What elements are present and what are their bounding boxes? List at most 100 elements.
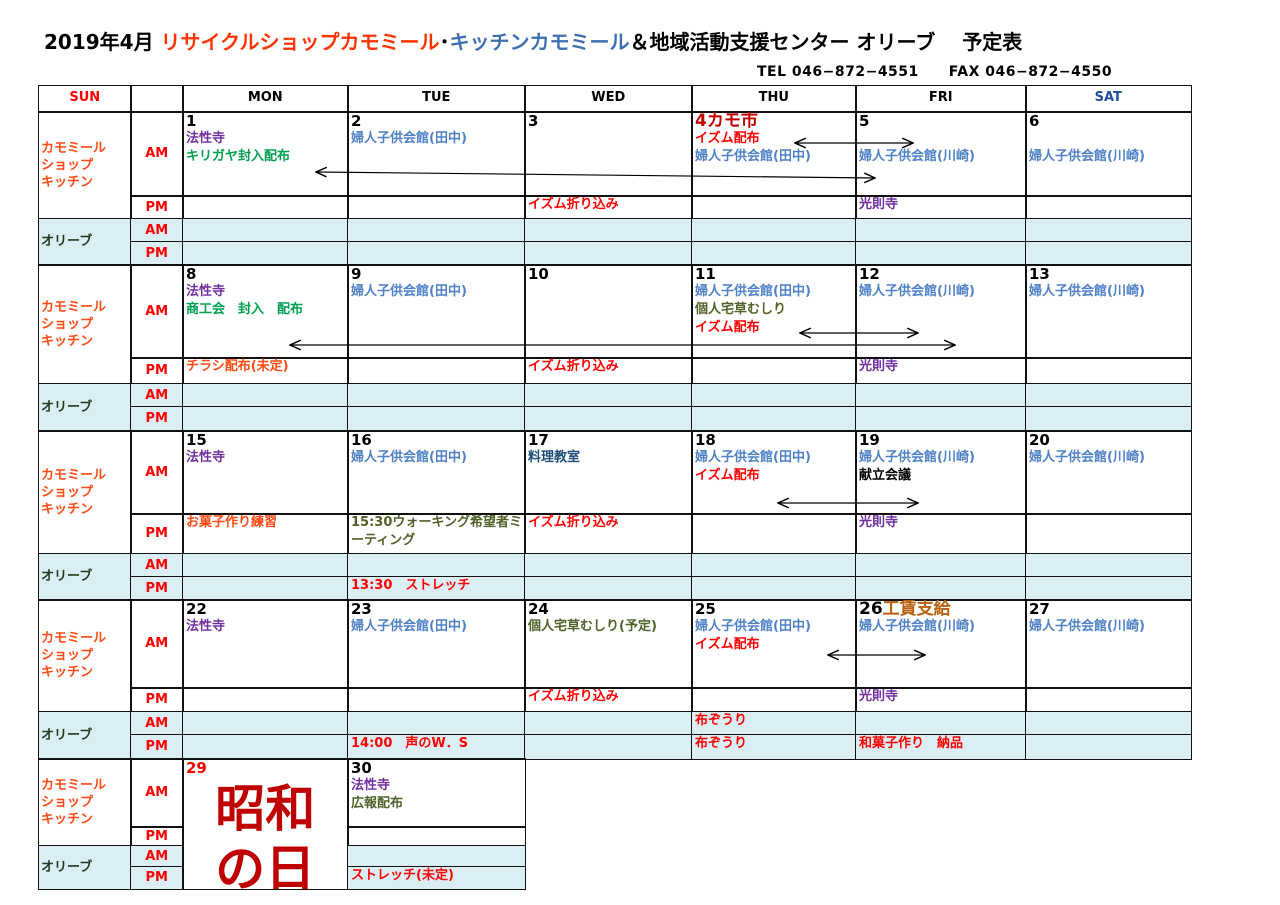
cam-am-tue-23: 23 婦人子供会館(田中) [347,599,526,689]
olive-am-fri-12 [855,383,1027,408]
event-entry: 法性寺 [186,131,226,146]
title-shop: リサイクルショップカモミール [160,30,440,54]
olive-am-thu-4 [691,218,857,243]
holiday-name: の日 [215,840,316,890]
event-entry: 光則寺 [859,689,899,704]
day-number: 26 [859,599,883,619]
cam-am-tue-30: 30 法性寺 広報配布 [347,758,526,828]
title-date: 2019年4月 [44,30,161,54]
chamomile-label: カモミール ショップ キッチン [41,631,107,681]
day-number: 4 [695,111,707,131]
tel-number: TEL 046−872−4551 [757,64,919,80]
olive-pm-sat-6 [1025,241,1192,266]
day-header: 19 [856,431,1026,449]
event-entry: ストレッチ(未定) [351,868,454,883]
day-number: 18 [695,431,716,449]
day-header: 11 [692,265,856,283]
day-header: 26工賃支給 [856,600,1026,618]
day-number: 5 [859,112,870,130]
am-label: AM [130,430,184,515]
event-entry: 商工会 封入 配布 [186,302,304,317]
event-entry: 献立会議 [859,468,912,483]
olive-pm-tue-2 [347,241,526,266]
event-entry: お菓子作り練習 [186,515,278,530]
cam-pm-mon-1 [182,195,349,220]
olive-pm-wed-24 [524,734,693,760]
cam-am-wed-3: 3 [524,111,693,197]
page-title: 2019年4月 リサイクルショップカモミール･キッチンカモミール＆地域活動支援セ… [44,26,1022,55]
event-entry: イズム折り込み [528,689,619,704]
am-label: AM [130,218,184,243]
fax-number: FAX 046−872−4550 [948,64,1113,80]
day-number: 24 [528,600,549,618]
pm-label: PM [130,195,184,220]
cam-pm-wed-24: イズム折り込み [524,687,693,713]
day-number: 17 [528,431,549,449]
event-entry: 婦人子供会館(川崎) [859,619,975,634]
am-label: AM [130,845,184,868]
title-separator: ･ [439,30,450,54]
pm-label: PM [130,687,184,713]
olive-am-mon-1 [182,218,349,243]
day-header: 4カモ市 [692,112,856,130]
cam-am-thu-11: 11 婦人子供会館(田中) 個人宅草むしり イズム配布 [691,264,857,359]
day-number: 12 [859,265,880,283]
chamomile-label: カモミール ショップ キッチン [41,299,107,349]
day-note: カモ市 [706,111,758,131]
olive-am-tue-9 [347,383,526,408]
day-number: 19 [859,431,880,449]
olive-pm-thu-11 [691,406,857,432]
olive-pm-tue-16: 13:30 ストレッチ [347,576,526,601]
day-header: 23 [348,600,525,618]
event-entry: 15:30ウォーキング希望者ミーティング [351,515,522,548]
day-header: 8 [183,265,348,283]
event-entry: 婦人子供会館(田中) [351,450,467,465]
cam-pm-wed-10: イズム折り込み [524,357,693,385]
row-label-olive: オリーブ [38,383,132,432]
day-header: 25 [692,600,856,618]
day-header: 30 [348,759,525,777]
cam-am-mon-8: 8 法性寺 商工会 封入 配布 [182,264,349,359]
day-number: 15 [186,431,207,449]
cam-pm-fri-5: 光則寺 [855,195,1027,220]
header-fri: FRI [855,85,1027,113]
cam-am-mon-22: 22 法性寺 [182,599,349,689]
chamomile-label: カモミール ショップ キッチン [41,777,107,827]
olive-am-fri-19 [855,553,1027,578]
day-header: 3 [525,112,692,130]
event-entry: 個人宅草むしり [695,302,787,317]
header-mon: MON [182,85,349,113]
header-blank [130,85,184,113]
holiday-cell-29: 29 昭和 の日 [182,758,349,890]
day-header: 22 [183,600,348,618]
am-label: AM [130,111,184,197]
day-header: 20 [1026,431,1191,449]
event-entry [1026,130,1191,148]
olive-pm-tue-9 [347,406,526,432]
day-number: 20 [1029,431,1050,449]
olive-am-tue-16 [347,553,526,578]
row-label-olive: オリーブ [38,845,132,890]
olive-pm-wed-10 [524,406,693,432]
header-sun: SUN [38,85,132,113]
cam-am-sat-6: 6 婦人子供会館(川崎) [1025,111,1192,197]
day-header: 18 [692,431,856,449]
cam-am-sat-13: 13 婦人子供会館(川崎) [1025,264,1192,359]
event-entry: 広報配布 [351,796,404,811]
event-entry: 婦人子供会館(川崎) [1029,619,1145,634]
row-label-chamomile: カモミール ショップ キッチン [38,111,132,220]
day-number: 16 [351,431,372,449]
day-number: 13 [1029,265,1050,283]
pm-label: PM [130,866,184,890]
olive-pm-wed-17 [524,576,693,601]
am-label: AM [130,711,184,736]
cam-am-mon-1: 1 法性寺 キリガヤ封入配布 [182,111,349,197]
cam-am-mon-15: 15 法性寺 [182,430,349,515]
cam-pm-mon-8: チラシ配布(未定) [182,357,349,385]
day-header: 16 [348,431,525,449]
row-label-olive: オリーブ [38,553,132,601]
day-number: 6 [1029,112,1040,130]
cam-am-wed-24: 24 個人宅草むしり(予定) [524,599,693,689]
olive-pm-thu-25: 布ぞうり [691,734,857,760]
header-wed: WED [524,85,693,113]
